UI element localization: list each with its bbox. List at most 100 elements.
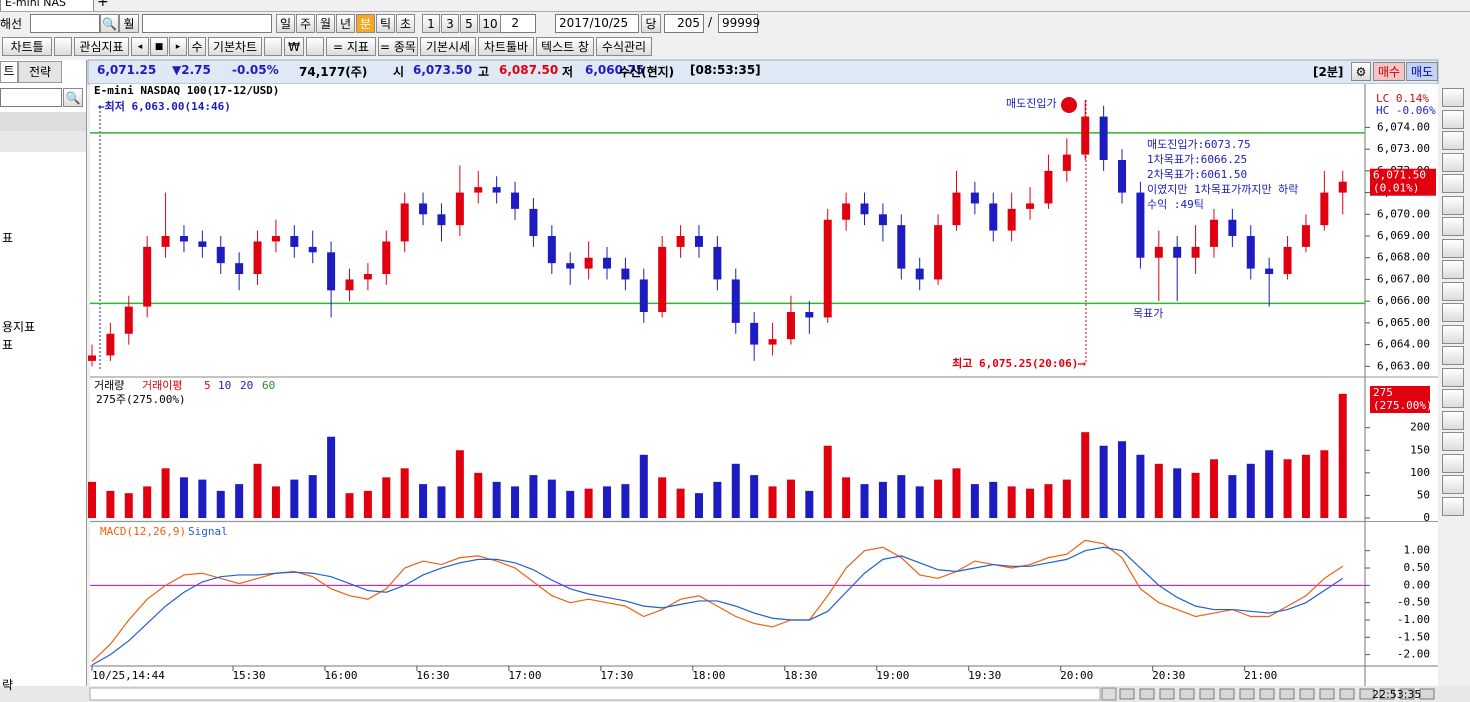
scroll-track[interactable] [89, 687, 1101, 701]
settings-button[interactable]: ⚙ [1351, 62, 1371, 81]
side-icon[interactable] [1442, 367, 1464, 387]
tool-button[interactable]: 텍스트 창 [536, 37, 594, 56]
period-button[interactable]: 년 [336, 14, 355, 33]
volume-bar [88, 481, 96, 518]
tool-button[interactable]: 수 [188, 37, 206, 56]
current-button[interactable]: 당 [641, 14, 661, 33]
bottom-icon [1259, 688, 1275, 700]
side-icon[interactable] [1442, 324, 1464, 344]
y-tick-label: 100 [1410, 466, 1430, 479]
side-icon[interactable] [1442, 453, 1464, 473]
icon-button[interactable] [306, 37, 324, 56]
left-search-button[interactable]: 🔍 [63, 88, 83, 107]
side-icon[interactable] [1442, 303, 1464, 322]
side-icon[interactable] [1442, 346, 1464, 365]
market-label: 해선 [0, 17, 23, 31]
tool-button[interactable]: = 종목 [378, 37, 418, 56]
volume-bar [584, 488, 593, 518]
side-icon[interactable] [1442, 174, 1464, 193]
period-button[interactable]: 월 [316, 14, 335, 33]
number-button[interactable]: 10 [479, 14, 501, 33]
name-input[interactable] [142, 14, 272, 33]
nav-button[interactable]: ▸ [169, 37, 187, 56]
buy-button[interactable]: 매수 [1373, 62, 1405, 81]
side-icon[interactable] [1442, 475, 1464, 494]
volume-bar [179, 477, 188, 518]
symbol-button[interactable]: 훨 [119, 14, 139, 33]
period-button[interactable]: 주 [296, 14, 315, 33]
nav-button[interactable]: ◂ [131, 37, 149, 56]
side-icon[interactable] [1442, 88, 1464, 107]
bottom-icon [1179, 688, 1195, 700]
side-icon[interactable] [1442, 432, 1464, 451]
volume-bar [823, 445, 832, 518]
scroll-thumb[interactable] [1101, 687, 1117, 701]
side-icon[interactable] [1442, 389, 1464, 408]
tool-button[interactable]: 기본시세 [420, 37, 476, 56]
tool-button[interactable]: = 지표 [326, 37, 376, 56]
tool-button[interactable]: 수식관리 [596, 37, 652, 56]
period-button[interactable]: 일 [276, 14, 295, 33]
candle-body [1209, 219, 1218, 247]
candle-body [271, 236, 280, 242]
period-button[interactable]: 초 [396, 14, 415, 33]
tool-button[interactable]: 차트틀 [2, 37, 52, 56]
max-input[interactable]: 99999 [718, 14, 760, 33]
y-tick-label: 6,064.00 [1377, 338, 1430, 351]
side-icon[interactable] [1442, 410, 1464, 430]
volume-bar [805, 490, 814, 518]
side-icon[interactable] [1442, 109, 1464, 129]
add-tab[interactable]: + [97, 0, 109, 10]
number-button[interactable]: 1 [422, 14, 440, 33]
number-button[interactable]: 5 [460, 14, 478, 33]
tool-button[interactable]: 기본차트 [208, 37, 262, 56]
candle-body [1246, 236, 1255, 269]
volume-bar [1081, 432, 1090, 518]
x-tick-label: 17:30 [600, 669, 633, 682]
left-item[interactable]: 표 [2, 338, 14, 352]
side-icon[interactable] [1442, 131, 1464, 150]
side-icon[interactable] [1442, 260, 1464, 279]
info-period: [2분] [1313, 65, 1344, 79]
tool-button[interactable]: ₩ [284, 37, 304, 56]
side-icon[interactable] [1442, 217, 1464, 236]
period-button[interactable]: 틱 [376, 14, 395, 33]
count-input[interactable]: 205 [664, 14, 704, 33]
left-search[interactable] [0, 88, 62, 107]
side-icon[interactable] [1442, 152, 1464, 172]
search-button[interactable]: 🔍 [100, 14, 119, 33]
period-button[interactable]: 분 [356, 14, 375, 33]
candle-body [437, 214, 446, 226]
date-select[interactable]: 2017/10/25 [555, 14, 639, 33]
info-high: 6,087.50 [499, 63, 559, 77]
left-tab[interactable]: 트 [0, 61, 18, 83]
volume-bar [308, 475, 317, 518]
symbol-input[interactable] [30, 14, 100, 33]
left-item[interactable]: 표 [2, 231, 14, 245]
side-icon[interactable] [1442, 281, 1464, 301]
left-tab[interactable]: 전략 [18, 61, 62, 83]
candle-body [290, 236, 299, 247]
number-button[interactable]: 3 [441, 14, 459, 33]
volume-bar [952, 468, 961, 518]
bottom-icon [1199, 688, 1215, 700]
nav-button[interactable]: ■ [150, 37, 168, 56]
price-pct: (0.01%) [1373, 182, 1419, 195]
divider [0, 11, 1470, 12]
icon-button[interactable] [264, 37, 282, 56]
candle-body [455, 192, 464, 226]
left-item[interactable]: 용지표 [2, 320, 36, 334]
info-low: 6,060.75 [585, 63, 645, 77]
left-item[interactable]: 략 [2, 678, 14, 692]
side-icon[interactable] [1442, 238, 1464, 258]
interval-select[interactable]: 2 [490, 14, 536, 33]
sell-button[interactable]: 매도 [1406, 62, 1438, 81]
icon-button[interactable] [54, 37, 72, 56]
side-icon[interactable] [1442, 496, 1464, 516]
tool-button[interactable]: 차트툴바 [478, 37, 534, 56]
info-open: 6,073.50 [413, 63, 473, 77]
volume-bar [345, 493, 354, 518]
tool-button[interactable]: 관심지표 [74, 37, 129, 56]
candle-body [952, 192, 961, 226]
side-icon[interactable] [1442, 195, 1464, 215]
